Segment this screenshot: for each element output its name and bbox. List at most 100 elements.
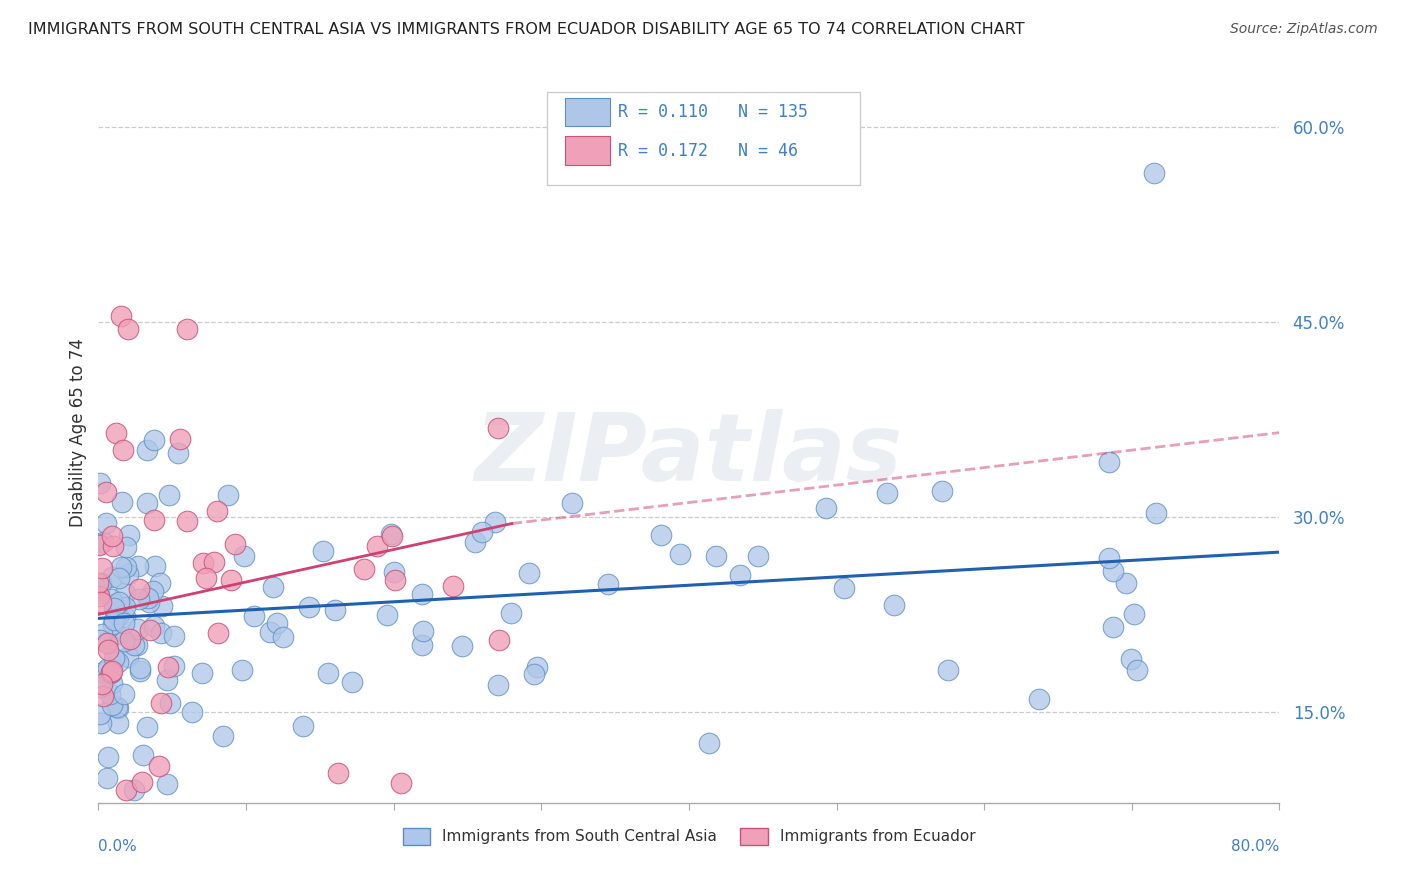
Point <box>380 527 402 541</box>
Point <box>112 442 135 457</box>
FancyBboxPatch shape <box>565 136 610 165</box>
Point <box>94 484 117 499</box>
Point <box>143 434 166 448</box>
Point <box>132 747 155 762</box>
Point <box>136 443 159 458</box>
Point <box>149 696 172 710</box>
Point <box>596 576 619 591</box>
Point <box>650 528 672 542</box>
Point <box>139 623 162 637</box>
Text: ZIPatlas: ZIPatlas <box>475 409 903 500</box>
Point <box>501 606 523 620</box>
Point <box>107 716 129 731</box>
Point <box>262 580 284 594</box>
Point <box>87 589 110 603</box>
Point <box>103 651 125 665</box>
Point <box>97 634 120 648</box>
Point <box>114 600 136 615</box>
Point <box>117 567 139 582</box>
Point <box>167 446 190 460</box>
Point <box>117 650 139 665</box>
Point <box>747 549 769 564</box>
Point <box>89 582 111 597</box>
Point <box>110 560 132 574</box>
Point <box>89 680 111 694</box>
Y-axis label: Disability Age 65 to 74: Disability Age 65 to 74 <box>69 338 87 527</box>
Point <box>127 622 149 636</box>
Point <box>90 716 112 731</box>
Point <box>207 626 229 640</box>
Point <box>87 538 110 552</box>
Point <box>522 666 544 681</box>
Point <box>669 548 692 562</box>
Point <box>100 592 122 607</box>
Point <box>127 558 149 573</box>
Point <box>441 579 464 593</box>
Point <box>104 652 127 666</box>
Point <box>114 586 136 600</box>
Point <box>412 624 434 638</box>
Point <box>101 698 124 712</box>
Point <box>96 771 118 785</box>
Point <box>832 581 855 595</box>
Point <box>90 595 112 609</box>
Point <box>224 536 246 550</box>
Point <box>100 665 122 679</box>
Point <box>1144 506 1167 520</box>
Point <box>1143 166 1166 180</box>
Point <box>389 776 412 790</box>
Point <box>90 627 112 641</box>
Point <box>90 561 112 575</box>
Text: R = 0.172   N = 46: R = 0.172 N = 46 <box>619 142 799 160</box>
Point <box>292 718 315 732</box>
Point <box>117 322 139 336</box>
Point <box>1101 620 1123 634</box>
Point <box>105 425 128 440</box>
Point <box>114 541 136 555</box>
Point <box>89 707 111 722</box>
Point <box>450 639 472 653</box>
Point <box>163 659 186 673</box>
Point <box>150 599 173 614</box>
Point <box>128 582 150 596</box>
Point <box>114 610 136 624</box>
Point <box>311 543 333 558</box>
Point <box>128 592 150 607</box>
Point <box>142 583 165 598</box>
Point <box>125 638 148 652</box>
Point <box>938 664 960 678</box>
Text: Source: ZipAtlas.com: Source: ZipAtlas.com <box>1230 22 1378 37</box>
Text: 80.0%: 80.0% <box>1232 839 1279 855</box>
Point <box>464 535 486 549</box>
Point <box>157 488 180 502</box>
Point <box>728 568 751 582</box>
Point <box>90 677 112 691</box>
Point <box>704 549 727 563</box>
Point <box>699 736 721 750</box>
Point <box>340 675 363 690</box>
Point <box>112 615 135 630</box>
Point <box>96 516 118 530</box>
Point <box>1119 651 1142 665</box>
Point <box>273 630 295 644</box>
Point <box>233 549 256 564</box>
Point <box>266 616 288 631</box>
Point <box>353 562 375 576</box>
Point <box>120 632 142 646</box>
Point <box>259 625 281 640</box>
Point <box>105 627 128 641</box>
Point <box>91 534 114 549</box>
Point <box>176 322 198 336</box>
FancyBboxPatch shape <box>565 98 610 126</box>
Point <box>149 626 172 640</box>
Point <box>883 598 905 612</box>
Point <box>191 556 214 570</box>
Point <box>517 566 540 580</box>
Point <box>180 705 202 719</box>
Point <box>101 529 124 543</box>
Point <box>112 687 135 701</box>
Point <box>136 591 159 606</box>
Point <box>149 576 172 591</box>
Point <box>103 613 125 627</box>
Point <box>411 587 433 601</box>
